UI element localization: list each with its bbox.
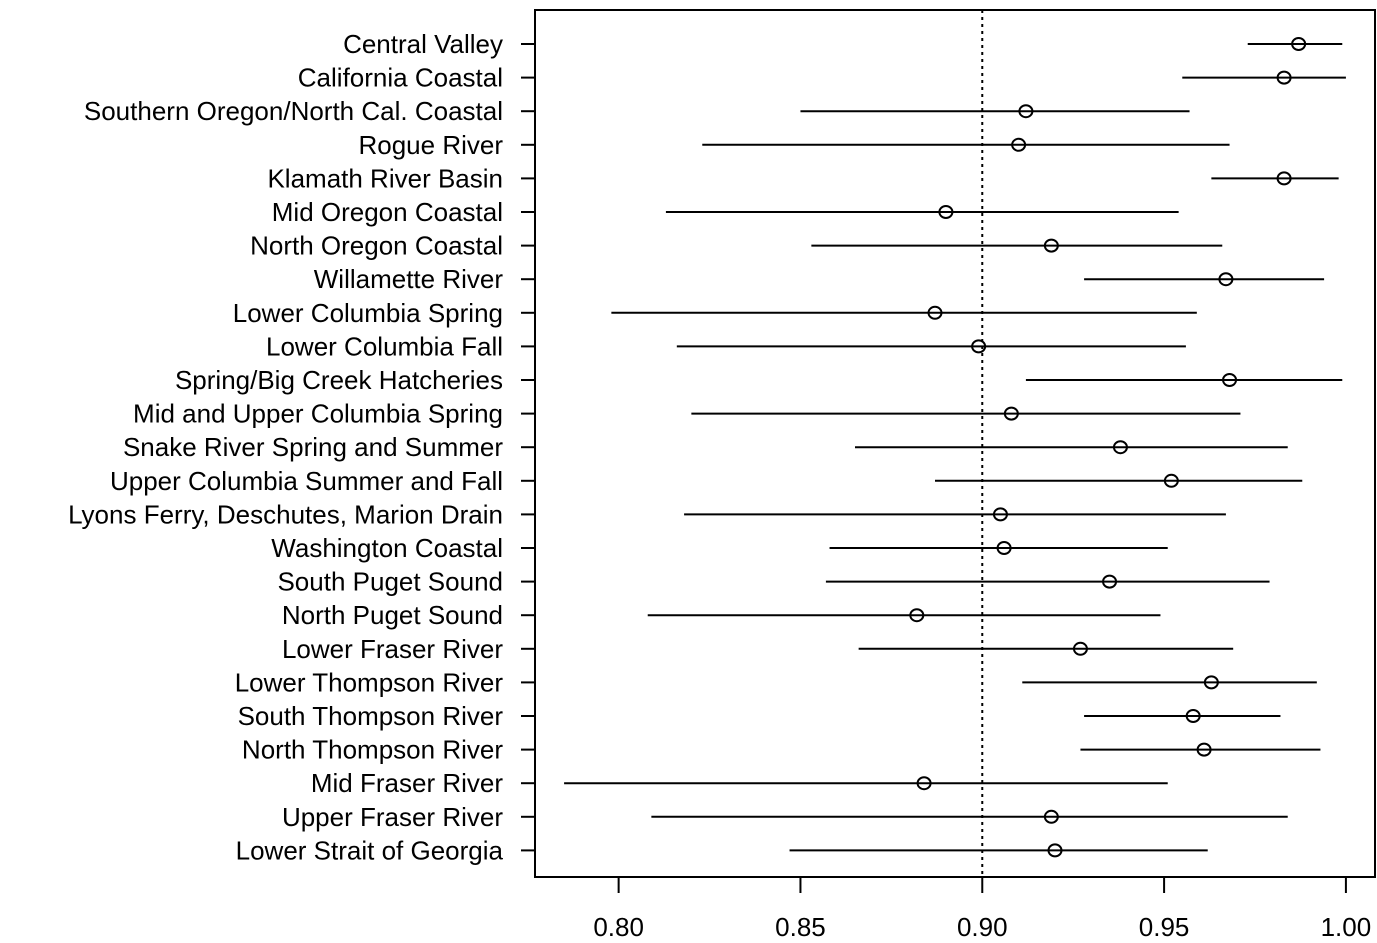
category-label: Lower Strait of Georgia [236,835,504,865]
estimate-point [916,776,932,791]
category-label: South Thompson River [238,701,504,731]
category-label: Rogue River [358,130,503,160]
category-label: Upper Fraser River [282,802,503,832]
x-tick-label: 0.85 [775,912,826,942]
estimate-point [1003,406,1019,421]
estimate-point [1218,272,1234,287]
estimate-point [1112,440,1128,455]
estimate-point [971,339,987,354]
estimate-point [909,608,925,623]
category-label: Lower Thompson River [235,667,504,697]
category-label: Snake River Spring and Summer [123,432,503,462]
estimate-point [1163,473,1179,488]
estimate-point [1043,238,1059,253]
category-label: Lyons Ferry, Deschutes, Marion Drain [68,499,503,529]
estimate-point [927,305,943,320]
category-label: North Thompson River [242,735,503,765]
category-label: California Coastal [298,63,503,93]
estimate-point [1291,37,1307,51]
estimate-point [938,205,954,219]
x-tick-label: 1.00 [1321,912,1372,942]
category-label: Willamette River [314,264,504,294]
x-tick-label: 0.90 [957,912,1008,942]
estimate-point [1185,709,1201,723]
category-label: Washington Coastal [271,533,503,563]
category-label: Mid Oregon Coastal [272,197,503,227]
estimate-point [1102,574,1118,589]
category-label: North Puget Sound [282,600,503,630]
category-label: Spring/Big Creek Hatcheries [175,365,503,395]
category-label: Upper Columbia Summer and Fall [110,466,503,496]
estimate-point [1276,70,1292,85]
category-label: Lower Fraser River [282,634,503,664]
estimate-point [1196,742,1212,757]
plot-frame [534,9,1376,878]
estimate-point [1072,641,1088,656]
category-label: Southern Oregon/North Cal. Coastal [84,96,503,126]
estimate-point [1043,809,1059,824]
estimate-point [1011,137,1027,152]
category-label: Lower Columbia Spring [233,298,503,328]
category-label: South Puget Sound [277,567,503,597]
estimate-point [1203,675,1219,690]
x-tick-label: 0.95 [1139,912,1190,942]
estimate-point [1047,843,1063,858]
estimate-point [992,507,1008,522]
category-label: North Oregon Coastal [250,231,503,261]
estimate-point [1018,104,1034,119]
category-label: Klamath River Basin [267,163,503,193]
category-label: Mid Fraser River [311,768,503,798]
category-label: Lower Columbia Fall [266,331,503,361]
estimate-point [996,541,1012,555]
category-label: Mid and Upper Columbia Spring [133,399,503,429]
estimate-point [1276,171,1292,186]
category-label: Central Valley [343,29,503,59]
x-tick-label: 0.80 [593,912,644,942]
estimate-point [1222,373,1238,387]
